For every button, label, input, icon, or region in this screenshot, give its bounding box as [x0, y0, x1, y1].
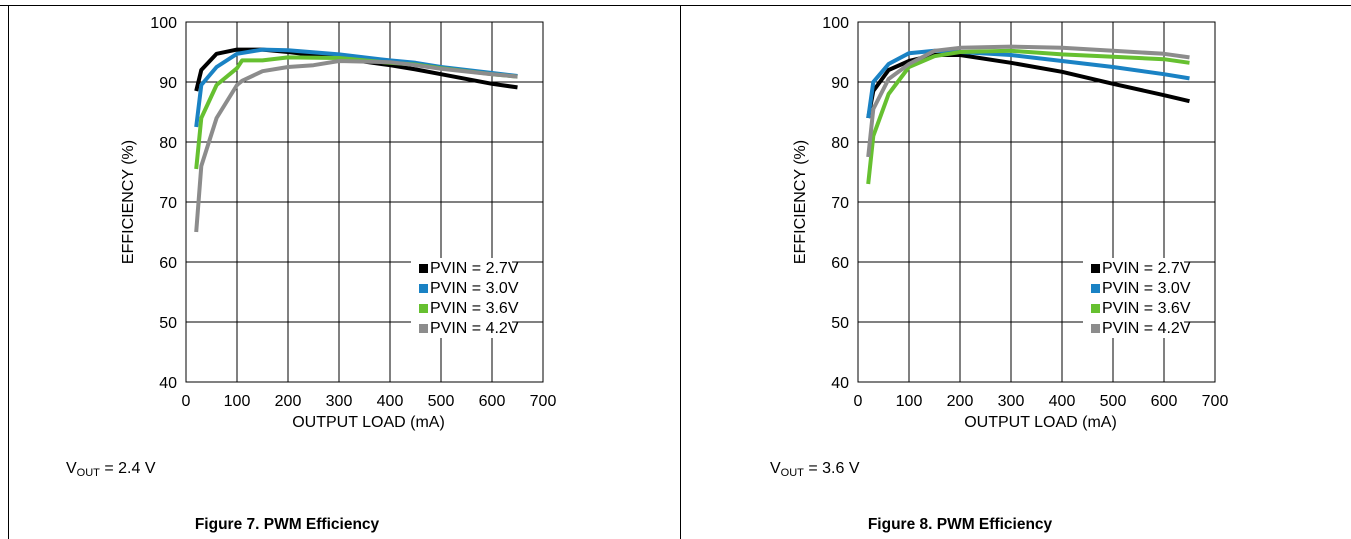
legend-entry: PVIN = 4.2V — [1102, 320, 1191, 337]
x-tick-label: 600 — [1151, 393, 1178, 410]
y-tick-label: 90 — [831, 75, 849, 92]
x-axis-label: OUTPUT LOAD (mA) — [292, 414, 445, 431]
y-tick-label: 60 — [159, 255, 177, 272]
y-tick-label: 90 — [159, 75, 177, 92]
y-tick-label: 100 — [150, 15, 177, 32]
y-tick-label: 60 — [831, 255, 849, 272]
legend-entry: PVIN = 3.6V — [430, 300, 519, 317]
x-tick-label: 300 — [998, 393, 1025, 410]
legend-swatch — [1091, 284, 1100, 293]
series-line — [866, 53, 1190, 119]
y-tick-label: 70 — [831, 195, 849, 212]
legend: PVIN = 2.7V PVIN = 3.0V PVIN = 3.6V PVIN = … — [411, 258, 519, 338]
x-tick-label: 500 — [428, 393, 455, 410]
series-line — [866, 48, 1190, 185]
x-tick-label: 0 — [854, 393, 863, 410]
top-rule — [0, 5, 1351, 6]
legend-background — [411, 278, 512, 298]
legend-swatch — [1091, 324, 1100, 333]
legend-swatch — [419, 304, 428, 313]
legend-swatch — [1091, 264, 1100, 273]
y-tick-label: 70 — [159, 195, 177, 212]
x-tick-label: 400 — [1049, 393, 1076, 410]
legend-swatch — [419, 324, 428, 333]
legend-entry: PVIN = 3.0V — [1102, 280, 1191, 297]
x-tick-label: 100 — [896, 393, 923, 410]
legend-background — [411, 318, 512, 338]
legend-entry: PVIN = 2.7V — [1102, 260, 1191, 277]
figure-7-panel: 0 100 200 300 400 500 600 700 40 50 60 70 80 90 100 OUT… — [8, 5, 680, 539]
x-tick-label: 200 — [947, 393, 974, 410]
legend-background — [1083, 318, 1184, 338]
legend-swatch — [419, 284, 428, 293]
legend-entry: PVIN = 4.2V — [430, 320, 519, 337]
series-line — [194, 59, 518, 233]
vout-label: VOUT = 2.4 V — [66, 460, 156, 479]
x-tick-label: 700 — [1202, 393, 1229, 410]
legend-background — [1083, 298, 1184, 318]
x-tick-label: 700 — [530, 393, 557, 410]
figure-8-panel: 0 100 200 300 400 500 600 700 40 50 60 70 80 90 100 OUT… — [680, 5, 1351, 539]
legend-background — [411, 258, 512, 278]
vout-label: VOUT = 3.6 V — [770, 460, 860, 479]
figure-caption: Figure 8. PWM Efficiency — [867, 516, 1053, 533]
legend-entry: PVIN = 2.7V — [430, 260, 519, 277]
x-tick-label: 100 — [224, 393, 251, 410]
legend-background — [1083, 278, 1184, 298]
y-tick-label: 100 — [822, 15, 849, 32]
legend-entry: PVIN = 3.6V — [1102, 300, 1191, 317]
y-tick-label: 50 — [159, 315, 177, 332]
x-tick-label: 600 — [479, 393, 506, 410]
x-tick-label: 200 — [275, 393, 302, 410]
series-line — [866, 44, 1190, 158]
figure-8-chart: 0 100 200 300 400 500 600 700 40 50 60 70 80 90 100 OUT… — [792, 15, 1229, 431]
plot-frame — [185, 21, 544, 383]
y-tick-label: 80 — [159, 135, 177, 152]
legend: PVIN = 2.7V PVIN = 3.0V PVIN = 3.6V PVIN = … — [1083, 258, 1191, 338]
x-axis-label: OUTPUT LOAD (mA) — [964, 414, 1117, 431]
legend-entry: PVIN = 3.0V — [430, 280, 519, 297]
x-tick-label: 500 — [1100, 393, 1127, 410]
y-tick-label: 40 — [159, 375, 177, 392]
x-tick-label: 0 — [182, 393, 191, 410]
legend-background — [1083, 258, 1184, 278]
y-axis-label: EFFICIENCY (%) — [120, 140, 137, 264]
figure-caption: Figure 7. PWM Efficiency — [194, 516, 380, 533]
legend-background — [411, 298, 512, 318]
series-line — [194, 47, 518, 92]
y-tick-label: 50 — [831, 315, 849, 332]
x-tick-label: 300 — [326, 393, 353, 410]
y-axis-label: EFFICIENCY (%) — [792, 140, 809, 264]
x-tick-label: 400 — [377, 393, 404, 410]
y-tick-label: 80 — [831, 135, 849, 152]
legend-swatch — [1091, 304, 1100, 313]
y-tick-label: 40 — [831, 375, 849, 392]
series-line — [194, 55, 518, 170]
plot-frame — [857, 21, 1216, 383]
legend-swatch — [419, 264, 428, 273]
figure-7-chart: 0 100 200 300 400 500 600 700 40 50 60 70 80 90 100 OUT… — [120, 15, 557, 431]
